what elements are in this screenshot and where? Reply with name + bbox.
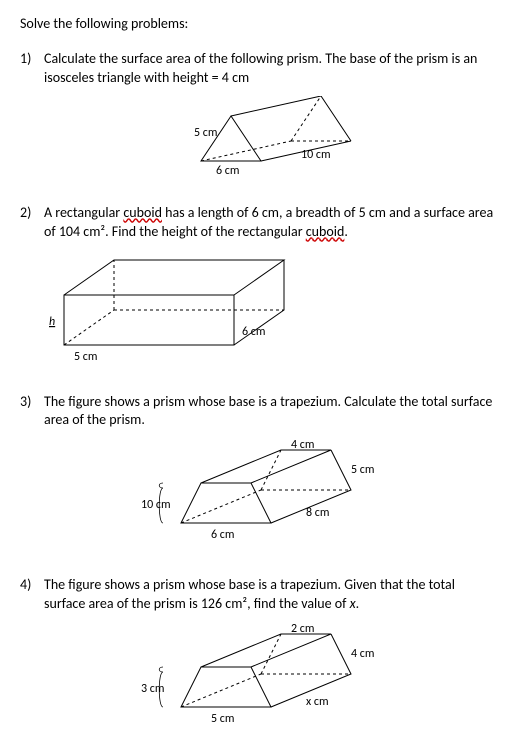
- problem-3: 3) The figure shows a prism whose base i…: [20, 393, 497, 553]
- problem-4-number: 4): [20, 576, 44, 736]
- label-xcm: x cm: [306, 695, 329, 709]
- label-6cm: 6 cm: [211, 528, 234, 542]
- label-4cm: 4 cm: [351, 647, 374, 661]
- problem-3-text: The figure shows a prism whose base is a…: [44, 393, 497, 431]
- trapezium-prism-3-figure: 4 cm 5 cm 6 cm 8 cm 10 cm: [141, 438, 401, 548]
- label-6cm: 6 cm: [216, 164, 239, 176]
- prism-1-figure: 5 cm 6 cm 10 cm: [161, 96, 381, 176]
- label-h: h: [49, 315, 55, 329]
- problem-2-number: 2): [20, 204, 44, 369]
- problem-1-number: 1): [20, 50, 44, 180]
- label-5cm: 5 cm: [194, 126, 217, 140]
- label-3cm: 3 cm: [141, 682, 164, 696]
- label-5cm: 5 cm: [211, 712, 234, 726]
- problem-2-text: A rectangular cuboid has a length of 6 c…: [44, 204, 497, 242]
- label-8cm: 8 cm: [306, 506, 329, 520]
- problem-4: 4) The figure shows a prism whose base i…: [20, 576, 497, 736]
- label-4cm: 4 cm: [291, 438, 314, 452]
- trapezium-prism-4-figure: 2 cm 4 cm 3 cm 5 cm x cm: [141, 622, 401, 732]
- problem-1-text: Calculate the surface area of the follow…: [44, 50, 497, 88]
- label-10cm: 10 cm: [141, 498, 171, 512]
- label-10cm: 10 cm: [301, 148, 331, 162]
- worksheet-header: Solve the following problems:: [20, 15, 497, 32]
- label-6cm: 6 cm: [242, 325, 265, 339]
- cuboid-figure: h 5 cm 6 cm: [44, 250, 304, 365]
- problem-3-number: 3): [20, 393, 44, 553]
- problem-4-text: The figure shows a prism whose base is a…: [44, 576, 497, 614]
- problem-1: 1) Calculate the surface area of the fol…: [20, 50, 497, 180]
- label-5cm: 5 cm: [74, 350, 97, 364]
- label-2cm: 2 cm: [291, 622, 314, 636]
- problem-2: 2) A rectangular cuboid has a length of …: [20, 204, 497, 369]
- label-5cm: 5 cm: [351, 463, 374, 477]
